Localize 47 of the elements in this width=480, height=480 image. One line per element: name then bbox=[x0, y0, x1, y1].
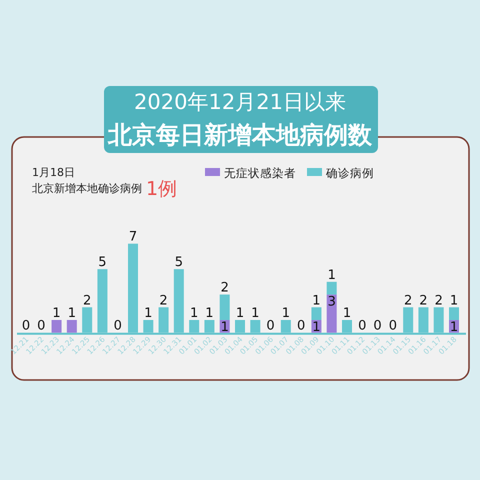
data-label: 1 bbox=[328, 268, 336, 283]
legend-label: 确诊病例 bbox=[325, 166, 374, 180]
text: 北京新增本地确诊病例 bbox=[32, 182, 142, 195]
bar bbox=[449, 307, 459, 320]
text: 1例 bbox=[146, 178, 178, 200]
data-label: 0 bbox=[297, 318, 306, 334]
data-label: 1 bbox=[205, 306, 214, 321]
data-label: 5 bbox=[174, 255, 183, 270]
data-label: 1 bbox=[342, 306, 352, 321]
bar bbox=[311, 307, 322, 320]
data-label: 0 bbox=[358, 318, 366, 334]
data-label: 2 bbox=[404, 293, 412, 308]
data-label: 1 bbox=[312, 320, 321, 335]
bar bbox=[66, 320, 77, 333]
text: 1月18日 bbox=[32, 166, 75, 179]
bar bbox=[52, 320, 62, 333]
data-label: 7 bbox=[128, 230, 138, 245]
data-label: 1 bbox=[251, 306, 260, 321]
data-label: 1 bbox=[312, 293, 321, 308]
data-label: 1 bbox=[450, 293, 458, 308]
data-label: 1 bbox=[450, 320, 458, 335]
data-label: 0 bbox=[373, 318, 382, 334]
data-label: 3 bbox=[328, 294, 336, 310]
data-label: 2 bbox=[434, 293, 443, 308]
data-label: 0 bbox=[388, 318, 397, 334]
data-label: 1 bbox=[236, 306, 244, 321]
data-label: 0 bbox=[37, 318, 46, 334]
data-label: 0 bbox=[114, 318, 122, 334]
data-label: 1 bbox=[52, 306, 61, 321]
data-label: 0 bbox=[22, 318, 30, 334]
legend-label: 无症状感染者 bbox=[224, 166, 296, 180]
bar bbox=[326, 282, 337, 295]
bar bbox=[326, 294, 337, 333]
chart-title: 2020年12月21日以来 bbox=[134, 90, 346, 114]
data-label: 2 bbox=[419, 293, 428, 308]
data-label: 1 bbox=[190, 306, 198, 321]
data-label: 2 bbox=[220, 280, 229, 296]
chart-subtitle: 北京每日新增本地病例数 bbox=[107, 121, 373, 149]
bar bbox=[220, 294, 230, 320]
data-label: 0 bbox=[266, 318, 275, 334]
data-label: 1 bbox=[220, 320, 229, 335]
data-label: 5 bbox=[98, 255, 107, 270]
data-label: 1 bbox=[68, 306, 76, 321]
data-label: 2 bbox=[159, 293, 168, 308]
data-label: 1 bbox=[144, 306, 152, 321]
data-label: 1 bbox=[282, 306, 290, 321]
data-label: 2 bbox=[83, 293, 92, 308]
